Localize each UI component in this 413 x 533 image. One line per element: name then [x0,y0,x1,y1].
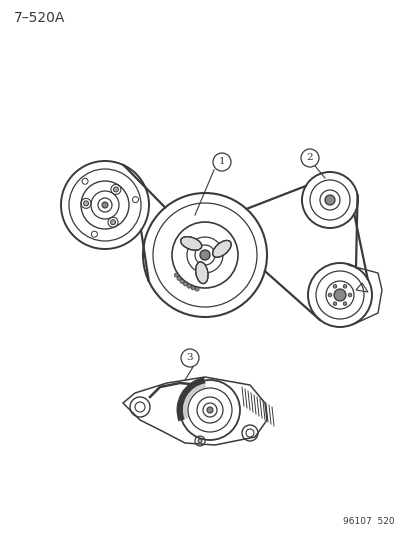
Circle shape [333,289,345,301]
Ellipse shape [180,237,201,250]
Circle shape [177,277,180,280]
Circle shape [110,220,115,225]
Circle shape [342,285,346,288]
Circle shape [174,273,178,277]
Circle shape [102,202,108,208]
Text: 3: 3 [186,353,193,362]
Circle shape [195,287,199,291]
Circle shape [113,187,118,192]
Ellipse shape [212,240,230,257]
Text: 96107  520: 96107 520 [342,518,394,527]
Text: 7–520A: 7–520A [14,11,65,25]
Circle shape [83,201,88,206]
Ellipse shape [195,262,208,284]
Circle shape [332,285,336,288]
Circle shape [180,279,184,284]
Circle shape [347,293,351,297]
Circle shape [332,302,336,305]
Circle shape [206,407,212,413]
Circle shape [342,302,346,305]
Circle shape [183,282,187,286]
Circle shape [199,250,209,260]
Circle shape [187,284,191,288]
Text: 1: 1 [218,157,225,166]
Circle shape [324,195,334,205]
Text: 2: 2 [306,154,313,163]
Circle shape [197,439,202,443]
Circle shape [328,293,331,297]
Circle shape [190,286,195,290]
